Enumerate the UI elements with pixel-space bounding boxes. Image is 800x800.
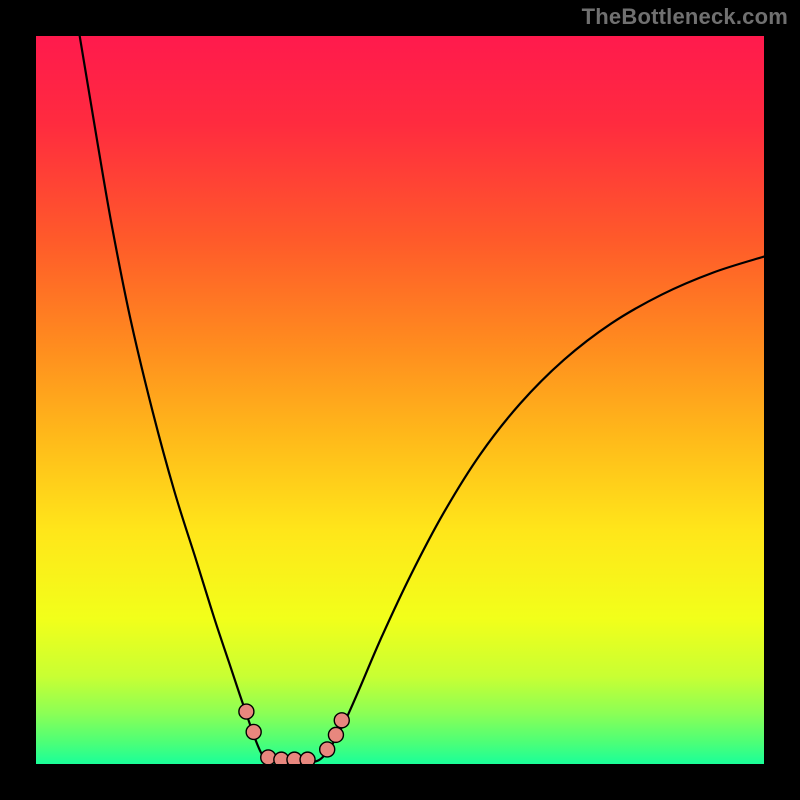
- stage: TheBottleneck.com: [0, 0, 800, 800]
- plot-area: [36, 36, 764, 764]
- marker-point: [320, 742, 335, 757]
- marker-point: [328, 727, 343, 742]
- plot-svg: [36, 36, 764, 764]
- marker-point: [246, 724, 261, 739]
- gradient-background: [36, 36, 764, 764]
- marker-point: [334, 713, 349, 728]
- watermark-text: TheBottleneck.com: [582, 4, 788, 30]
- marker-point: [300, 752, 315, 764]
- marker-point: [239, 704, 254, 719]
